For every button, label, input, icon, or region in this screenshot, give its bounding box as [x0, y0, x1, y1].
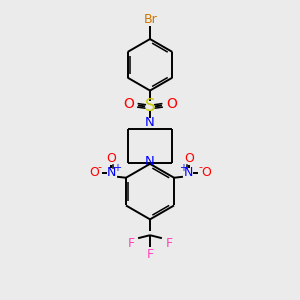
Text: N: N	[145, 155, 155, 168]
Text: Br: Br	[144, 13, 158, 26]
Text: O: O	[184, 152, 194, 165]
Text: O: O	[89, 166, 99, 179]
Text: F: F	[146, 248, 154, 260]
Text: +: +	[179, 163, 187, 173]
Text: O: O	[123, 98, 134, 111]
Text: S: S	[145, 98, 155, 116]
Text: N: N	[184, 166, 194, 179]
Text: F: F	[165, 237, 172, 250]
Text: +: +	[113, 163, 121, 173]
Text: O: O	[167, 98, 177, 111]
Text: N: N	[106, 166, 116, 179]
Text: -: -	[199, 162, 203, 172]
Text: F: F	[128, 237, 135, 250]
Text: O: O	[201, 166, 211, 179]
Text: -: -	[97, 162, 101, 172]
Text: N: N	[145, 116, 155, 129]
Text: O: O	[106, 152, 116, 165]
